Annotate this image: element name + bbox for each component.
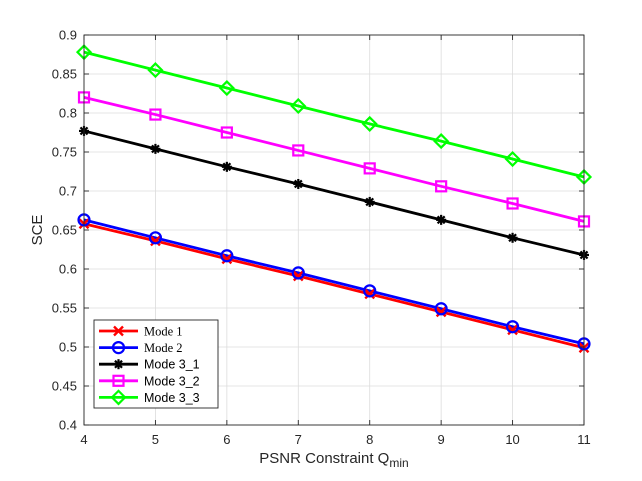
legend-label: Mode 3_2 [144, 374, 200, 388]
data-point-mode-3-3 [147, 62, 164, 79]
data-point-mode-1 [364, 288, 376, 300]
data-point-mode-3-2 [149, 108, 162, 121]
data-point-mode-3-1 [293, 178, 304, 189]
marker-stroke [364, 288, 376, 300]
data-point-mode-3-3 [218, 79, 235, 97]
data-point-mode-2 [220, 249, 234, 263]
x-tick-label: 6 [223, 432, 230, 447]
data-point-mode-3-2 [220, 126, 233, 139]
marker-core [296, 181, 301, 187]
x-tick-label: 4 [80, 432, 87, 447]
series-line-mode-2 [83, 218, 585, 346]
y-tick-label: 0.4 [59, 418, 77, 433]
legend-item-mode-3-3: Mode 3_3 [99, 389, 200, 406]
marker-stroke [221, 253, 233, 265]
series-line-mode-3-2 [83, 96, 585, 223]
y-tick-label: 0.9 [59, 28, 77, 43]
legend-label: Mode 2 [144, 341, 183, 355]
legend-item-mode-3-1: Mode 3_1 [99, 358, 200, 372]
data-point-mode-3-3 [504, 150, 521, 168]
marker-stroke [150, 235, 161, 247]
legend-item-mode-1: Mode 1 [99, 325, 183, 339]
y-tick-label: 0.5 [59, 340, 77, 355]
data-point-mode-1 [507, 324, 518, 336]
marker-stroke [507, 324, 518, 336]
data-point-mode-2 [291, 266, 305, 280]
x-tick-label: 11 [577, 432, 591, 447]
data-point-mode-3-1 [221, 161, 232, 172]
marker-core [367, 199, 372, 205]
data-point-mode-1 [435, 306, 447, 318]
x-axis-label: PSNR Constraint Qmin [259, 450, 408, 470]
legend-item-mode-2: Mode 2 [99, 341, 183, 355]
series-lines [83, 50, 585, 350]
marker-stroke [113, 325, 124, 337]
marker-core [153, 146, 158, 152]
data-point-mode-2 [363, 284, 377, 298]
legend: Mode 1 Mode 2 Mode 3_1 Mode 3_2 Mode 3_3 [93, 319, 219, 409]
y-tick-label: 0.7 [59, 184, 77, 199]
x-tick-label: 10 [505, 432, 519, 447]
legend-marker [111, 341, 126, 355]
legend-marker [112, 374, 125, 387]
series-line-mode-1 [83, 222, 585, 350]
data-point-mode-3-2 [506, 197, 519, 210]
marker-stroke [435, 306, 447, 318]
marker-core [438, 217, 444, 223]
data-point-mode-3-2 [435, 180, 448, 193]
data-point-mode-3-1 [507, 232, 518, 243]
data-point-mode-2 [505, 320, 520, 334]
data-point-mode-3-1 [436, 214, 447, 225]
legend-item-mode-3-2: Mode 3_2 [99, 374, 200, 388]
tick-labels: 4 5 6 7 8 9 10 11 0.4 0.45 0.5 0.55 0.6 0.65 0.7 0.75 0.… [52, 28, 591, 448]
series-line-mode-3-1 [83, 129, 585, 257]
y-tick-label: 0.75 [52, 145, 77, 160]
x-axis-label-subscript: min [389, 456, 408, 470]
x-tick-label: 8 [366, 432, 373, 447]
y-tick-label: 0.55 [52, 301, 77, 316]
series-line-mode-3-3 [83, 50, 585, 179]
y-tick-label: 0.45 [52, 379, 77, 394]
legend-marker [110, 389, 127, 406]
data-point-mode-1 [150, 235, 161, 247]
data-point-mode-3-2 [292, 144, 305, 157]
y-tick-label: 0.8 [59, 106, 77, 121]
data-point-mode-1 [292, 270, 304, 282]
x-tick-label: 7 [295, 432, 302, 447]
data-point-mode-3-1 [364, 196, 375, 207]
legend-label: Mode 1 [144, 325, 183, 339]
data-point-mode-2 [148, 231, 163, 245]
data-point-mode-3-2 [363, 162, 376, 175]
axis-ticks [83, 34, 585, 426]
legend-label: Mode 3_3 [144, 391, 200, 405]
y-tick-label: 0.85 [52, 67, 77, 82]
legend-marker [113, 359, 124, 370]
y-tick-label: 0.65 [52, 223, 77, 238]
legend-label: Mode 3_1 [144, 358, 200, 372]
x-axis-label-main: PSNR Constraint Q [259, 450, 389, 467]
legend-marker [113, 325, 124, 337]
marker-core [224, 164, 230, 170]
data-point-mode-2 [434, 302, 448, 316]
data-point-mode-3-1 [150, 143, 161, 154]
data-point-mode-3-3 [290, 97, 307, 115]
data-point-mode-1 [221, 253, 233, 265]
marker-stroke [292, 270, 304, 282]
marker-core [510, 235, 515, 240]
marker-core [116, 362, 121, 367]
y-tick-label: 0.6 [59, 262, 77, 277]
x-tick-label: 9 [438, 432, 445, 447]
y-axis-label: SCE [29, 215, 46, 246]
x-tick-label: 5 [152, 432, 159, 447]
data-point-mode-3-3 [361, 115, 378, 132]
data-point-mode-3-3 [433, 133, 450, 150]
